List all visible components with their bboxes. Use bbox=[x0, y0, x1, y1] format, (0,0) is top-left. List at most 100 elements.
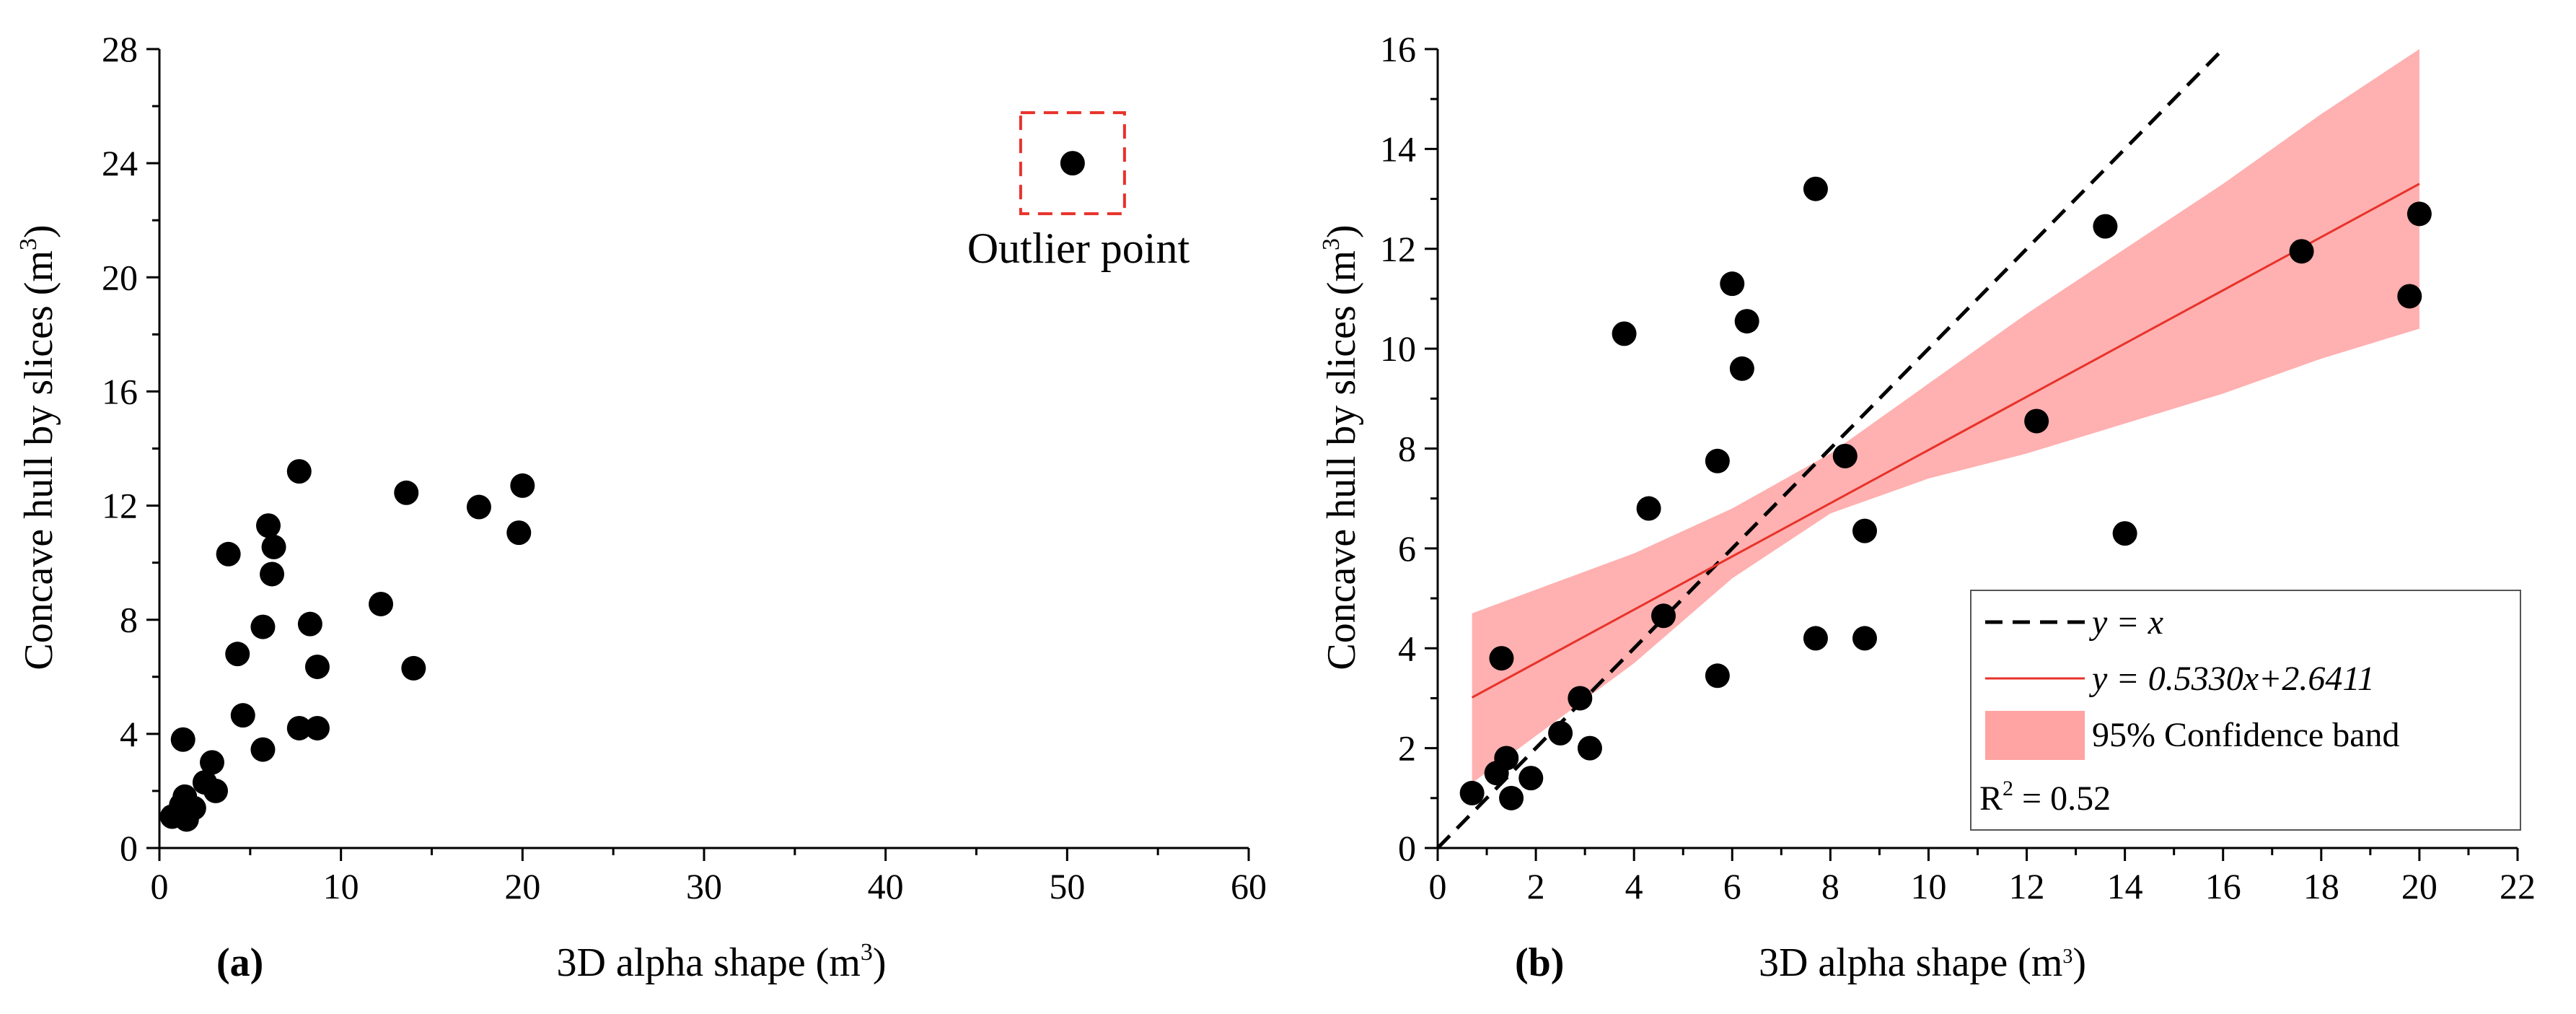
b-data-point bbox=[1548, 720, 1573, 746]
r-squared-label: R2 = 0.52 bbox=[1979, 777, 2111, 818]
b-x-tick-label: 10 bbox=[1910, 866, 1946, 906]
outlier-annotation: Outlier point bbox=[967, 224, 1190, 272]
panel-b-label: (b) bbox=[1515, 940, 1564, 985]
a-data-point bbox=[256, 513, 281, 538]
a-data-point bbox=[394, 480, 419, 505]
b-x-tick-label: 22 bbox=[2500, 866, 2536, 906]
a-data-point bbox=[199, 750, 224, 775]
b-x-tick-label: 4 bbox=[1625, 866, 1643, 906]
b-x-tick-label: 18 bbox=[2303, 866, 2339, 906]
b-data-point bbox=[1852, 518, 1877, 543]
panel-a-xlabel: 3D alpha shape (m3) bbox=[556, 939, 886, 985]
panel-a-ylabel: Concave hull by slices (m3) bbox=[15, 224, 61, 670]
a-y-tick-label: 20 bbox=[102, 257, 138, 297]
a-data-point bbox=[304, 715, 330, 740]
a-data-point bbox=[286, 459, 312, 484]
b-data-point bbox=[1803, 626, 1828, 651]
b-data-point bbox=[1832, 443, 1858, 468]
b-data-point bbox=[1577, 735, 1602, 761]
a-data-point bbox=[250, 737, 276, 762]
a-y-tick-label: 28 bbox=[102, 29, 138, 69]
a-data-point bbox=[203, 778, 229, 803]
a-x-tick-label: 40 bbox=[868, 866, 904, 906]
b-data-point bbox=[2397, 284, 2422, 309]
outlier-highlight-box bbox=[1019, 111, 1126, 216]
a-data-point bbox=[216, 541, 241, 567]
b-y-tick-label: 16 bbox=[1380, 29, 1416, 69]
a-data-point bbox=[261, 534, 286, 559]
a-data-point bbox=[510, 473, 535, 498]
b-data-point bbox=[2024, 408, 2049, 434]
a-data-point bbox=[170, 727, 195, 752]
b-y-tick-label: 2 bbox=[1398, 728, 1416, 769]
b-y-tick-label: 14 bbox=[1380, 128, 1416, 169]
a-data-point bbox=[466, 494, 491, 520]
a-data-point bbox=[230, 703, 255, 728]
b-data-point bbox=[1568, 686, 1593, 711]
b-data-point bbox=[1612, 321, 1637, 346]
b-data-point bbox=[1518, 766, 1544, 791]
a-data-point bbox=[369, 591, 394, 616]
a-y-tick-label: 12 bbox=[102, 486, 138, 526]
b-data-point bbox=[2093, 214, 2118, 239]
b-x-tick-label: 20 bbox=[2401, 866, 2437, 906]
b-data-point bbox=[2406, 201, 2432, 227]
confidence-band bbox=[1472, 49, 2419, 784]
legend-identity-label: y = x bbox=[2088, 603, 2163, 642]
a-data-point bbox=[286, 715, 312, 740]
b-x-tick-label: 2 bbox=[1527, 866, 1545, 906]
b-y-tick-label: 10 bbox=[1380, 328, 1416, 369]
identity-line bbox=[1436, 48, 2225, 849]
b-data-point bbox=[2289, 239, 2314, 264]
a-data-point bbox=[297, 611, 322, 637]
a-x-tick-label: 10 bbox=[323, 866, 359, 906]
b-x-tick-label: 14 bbox=[2107, 866, 2143, 906]
a-data-point bbox=[225, 642, 250, 667]
a-x-tick-label: 0 bbox=[151, 866, 169, 906]
a-data-point bbox=[304, 654, 330, 679]
a-x-tick-label: 50 bbox=[1049, 866, 1085, 906]
legend: y = x y = 0.5330x+2.6411 95% Confidence … bbox=[1970, 590, 2521, 831]
b-y-tick-label: 6 bbox=[1398, 528, 1416, 569]
a-y-tick-label: 16 bbox=[102, 371, 138, 411]
b-data-point bbox=[1494, 746, 1519, 771]
regression-line bbox=[1471, 183, 2420, 699]
b-data-point bbox=[1705, 448, 1730, 473]
b-data-point bbox=[1720, 271, 1745, 297]
legend-band-swatch bbox=[1985, 711, 2085, 760]
panel-b-xlabel: 3D alpha shape (m3) bbox=[1759, 940, 2086, 985]
b-x-tick-label: 12 bbox=[2009, 866, 2045, 906]
panel-a-label: (a) bbox=[216, 940, 263, 985]
b-data-point bbox=[1803, 176, 1828, 201]
b-x-tick-label: 0 bbox=[1429, 866, 1447, 906]
b-data-point bbox=[1636, 496, 1661, 521]
a-x-tick-label: 20 bbox=[504, 866, 540, 906]
a-y-tick-label: 8 bbox=[120, 600, 138, 640]
legend-band-label: 95% Confidence band bbox=[2092, 716, 2400, 754]
b-x-tick-label: 16 bbox=[2205, 866, 2241, 906]
panel-b-chart: 0 2 4 6 8 10 12 14 16 18 20 22 0 2 4 6 8 10 12 14 16 3D alp… bbox=[1318, 29, 2536, 985]
legend-box bbox=[1970, 590, 2521, 831]
b-x-tick-label: 8 bbox=[1821, 866, 1839, 906]
b-data-point bbox=[1489, 646, 1514, 671]
b-x-tick-label: 6 bbox=[1723, 866, 1741, 906]
a-data-point bbox=[401, 655, 426, 681]
b-data-point bbox=[2112, 521, 2137, 546]
a-data-point bbox=[260, 561, 285, 587]
a-y-tick-label: 4 bbox=[120, 714, 138, 754]
panel-a-chart: 0 10 20 30 40 50 60 0 4 8 12 16 20 24 28 Outlier poin… bbox=[15, 29, 1267, 985]
a-x-tick-label: 30 bbox=[686, 866, 722, 906]
b-y-tick-label: 12 bbox=[1380, 229, 1416, 269]
a-data-point bbox=[181, 795, 206, 821]
a-y-tick-label: 0 bbox=[120, 828, 138, 868]
b-data-point bbox=[1651, 603, 1676, 629]
a-x-tick-label: 60 bbox=[1231, 866, 1267, 906]
a-y-tick-label: 24 bbox=[102, 143, 138, 183]
b-y-tick-label: 8 bbox=[1398, 429, 1416, 469]
a-data-point bbox=[1060, 151, 1085, 176]
a-data-point bbox=[506, 520, 532, 546]
b-y-tick-label: 0 bbox=[1398, 828, 1416, 868]
b-y-tick-label: 4 bbox=[1398, 628, 1416, 668]
legend-fit-label: y = 0.5330x+2.6411 bbox=[2088, 660, 2375, 698]
